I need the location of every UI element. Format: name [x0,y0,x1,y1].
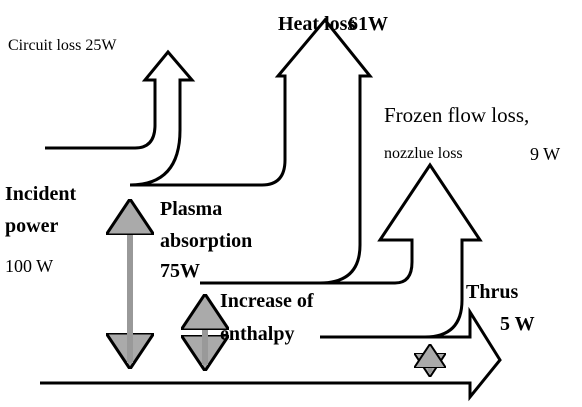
label: 100 W [5,256,53,276]
label: 75W [160,260,200,282]
label: power [5,215,58,237]
label: Incident [5,183,76,205]
label: Thrus [466,281,518,303]
label: Circuit loss 25W [8,37,117,54]
circuit-loss-arrow [45,49,196,187]
frozen-flow-arrow [320,162,483,339]
label: 5 W [500,313,535,335]
label: 9 W [530,144,560,164]
label: enthalpy [220,323,294,345]
label: Frozen flow loss, [384,103,529,127]
label: Plasma [160,198,222,220]
label: Increase of [220,290,314,312]
label: nozzlue loss [384,145,463,162]
thrust-arrow [40,306,502,402]
label: 61W [348,13,388,35]
label: Heat loss [278,13,355,35]
label: absorption [160,230,252,252]
heat-loss-arrow [130,17,374,285]
